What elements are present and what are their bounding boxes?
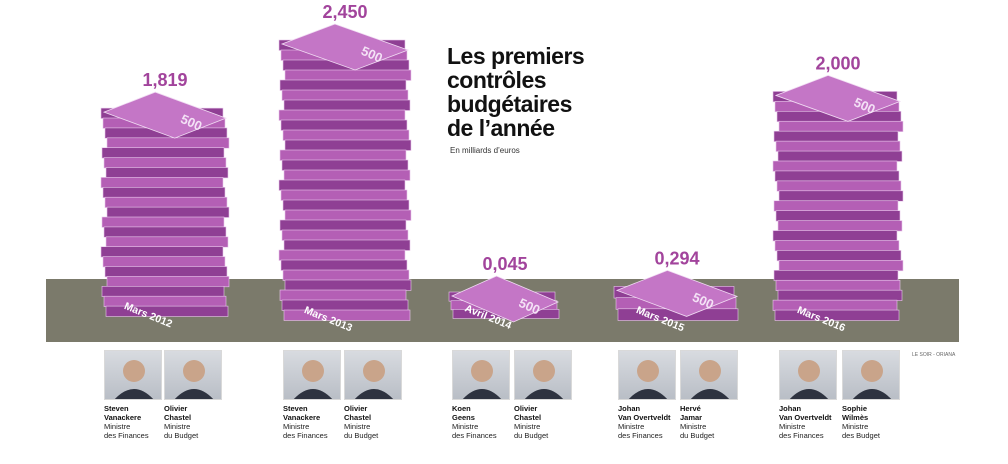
portrait-photo	[842, 350, 900, 400]
minister-role: Ministre du Budget	[344, 422, 379, 440]
minister-role: Ministre du Budget	[680, 422, 715, 440]
minister-name: Olivier Chastel	[514, 404, 542, 422]
portrait-photo	[283, 350, 341, 400]
minister-role: Ministre des Finances	[779, 422, 824, 440]
minister-name: Sophie Wilmès	[842, 404, 869, 422]
bar-stack: 500	[613, 269, 739, 321]
minister-name: Hervé Jamar	[680, 404, 703, 422]
credit: LE SOIR - ORIANA	[912, 352, 956, 358]
minister-role: Ministre des Finances	[452, 422, 497, 440]
portrait-photo	[452, 350, 510, 400]
minister-name: Koen Geens	[452, 404, 475, 422]
minister-role: Ministre des Finances	[283, 422, 328, 440]
minister-card: Olivier Chastel Ministre du Budget	[514, 350, 576, 440]
minister-role: Ministre du Budget	[514, 422, 549, 440]
minister-name: Olivier Chastel	[344, 404, 372, 422]
bar-stack: 500	[448, 275, 560, 323]
minister-card: Steven Vanackere Ministre des Finances	[104, 350, 166, 440]
value-label: 2,000	[815, 53, 860, 73]
minister-role: Ministre des Budget	[842, 422, 880, 440]
bar-stack: 500	[278, 23, 412, 321]
minister-card: Johan Van Overtveldt Ministre des Finance…	[618, 350, 680, 440]
minister-card: Steven Vanackere Ministre des Finances	[283, 350, 345, 440]
value-label: 0,045	[482, 254, 527, 274]
portrait-photo	[618, 350, 676, 400]
value-label: 2,450	[322, 2, 367, 22]
portrait-photo	[779, 350, 837, 400]
value-label: 0,294	[654, 248, 699, 268]
portrait-photo	[164, 350, 222, 400]
portrait-photo	[104, 350, 162, 400]
bar-stack: 500	[772, 75, 904, 321]
title-block: Les premiers contrôles budgétaires de l’…	[447, 44, 647, 155]
minister-name: Steven Vanackere	[104, 404, 142, 422]
bar-stack: 500	[100, 91, 230, 317]
minister-card: Olivier Chastel Ministre du Budget	[344, 350, 406, 440]
minister-role: Ministre des Finances	[104, 422, 149, 440]
value-label: 1,819	[142, 70, 187, 90]
minister-card: Koen Geens Ministre des Finances	[452, 350, 514, 440]
minister-role: Ministre du Budget	[164, 422, 199, 440]
portrait-photo	[514, 350, 572, 400]
minister-name: Johan Van Overtveldt	[779, 404, 832, 422]
portrait-photo	[680, 350, 738, 400]
minister-name: Steven Vanackere	[283, 404, 321, 422]
minister-name: Olivier Chastel	[164, 404, 192, 422]
minister-name: Johan Van Overtveldt	[618, 404, 671, 422]
portrait-photo	[344, 350, 402, 400]
chart-subtitle: En milliards d’euros	[450, 146, 520, 155]
minister-card: Johan Van Overtveldt Ministre des Finance…	[779, 350, 841, 440]
minister-role: Ministre des Finances	[618, 422, 663, 440]
minister-card: Sophie Wilmès Ministre des Budget	[842, 350, 904, 440]
chart-title: Les premiers contrôles budgétaires de l’…	[447, 43, 585, 141]
minister-card: Hervé Jamar Ministre du Budget	[680, 350, 742, 440]
minister-card: Olivier Chastel Ministre du Budget	[164, 350, 226, 440]
